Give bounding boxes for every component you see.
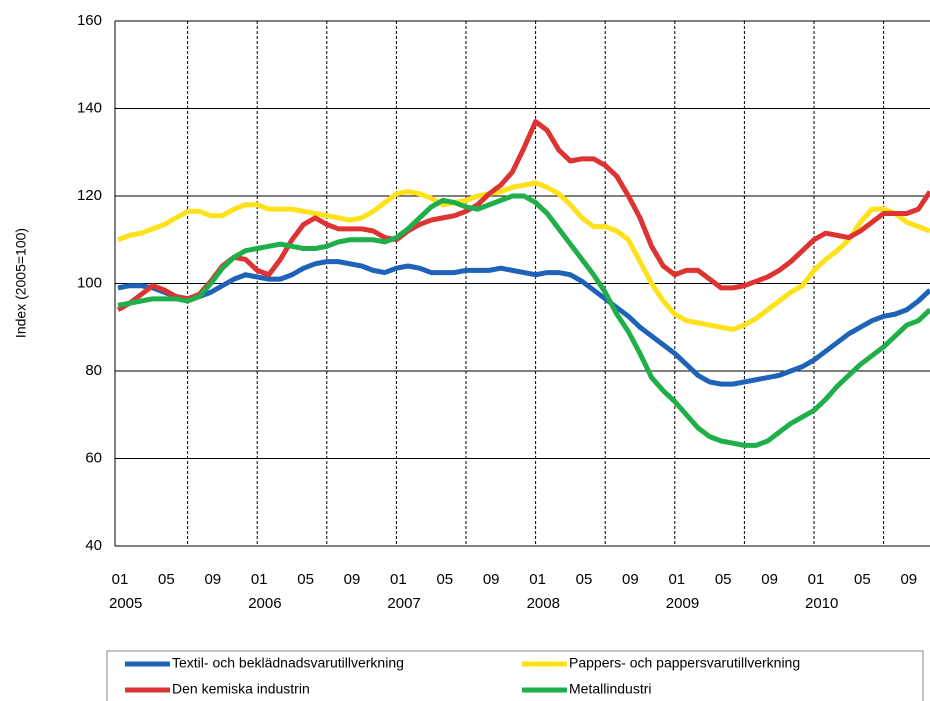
x-tick-label: 01 (668, 571, 685, 588)
legend-label: Pappers- och pappersvarutillverkning (569, 655, 800, 671)
x-tick-label: 09 (204, 571, 221, 588)
legend: Textil- och beklädnadsvarutillverkning Pa… (125, 655, 800, 697)
x-tick-label: 01 (112, 571, 129, 588)
series-line (117, 193, 930, 448)
x-tick-label: 05 (158, 571, 175, 588)
legend-label: Metallindustri (569, 681, 651, 697)
y-tick-label: 60 (85, 449, 102, 466)
x-tick-label: 01 (251, 571, 268, 588)
series-line (116, 119, 930, 312)
year-label: 2006 (248, 595, 281, 612)
y-tick-label: 40 (85, 537, 102, 554)
x-tick-label: 05 (436, 571, 453, 588)
series-line (117, 180, 930, 332)
x-tick-label: 05 (576, 571, 593, 588)
x-tick-label: 01 (390, 571, 407, 588)
y-axis-label: Index (2005=100) (13, 228, 29, 338)
y-tick-label: 140 (77, 99, 102, 116)
y-tick-label: 80 (85, 362, 102, 379)
year-label: 2009 (666, 595, 699, 612)
y-tick-label: 120 (77, 187, 102, 204)
legend-label: Den kemiska industrin (172, 681, 310, 697)
year-label: 2005 (109, 595, 142, 612)
x-tick-label: 09 (483, 571, 500, 588)
x-tick-label: 05 (854, 571, 871, 588)
legend-label: Textil- och beklädnadsvarutillverkning (172, 655, 404, 671)
y-tick-label: 160 (77, 12, 102, 29)
year-label: 2007 (387, 595, 420, 612)
year-label: 2008 (527, 595, 560, 612)
x-tick-label: 01 (808, 571, 825, 588)
x-tick-label: 09 (761, 571, 778, 588)
series-line (117, 259, 930, 387)
y-tick-label: 100 (77, 274, 102, 291)
x-tick-label: 09 (344, 571, 361, 588)
legend-box (106, 650, 924, 701)
x-tick-label: 09 (622, 571, 639, 588)
year-label: 2010 (805, 595, 838, 612)
x-tick-label: 05 (715, 571, 732, 588)
x-tick-label: 09 (900, 571, 917, 588)
x-tick-label: 05 (297, 571, 314, 588)
x-tick-label: 01 (529, 571, 546, 588)
